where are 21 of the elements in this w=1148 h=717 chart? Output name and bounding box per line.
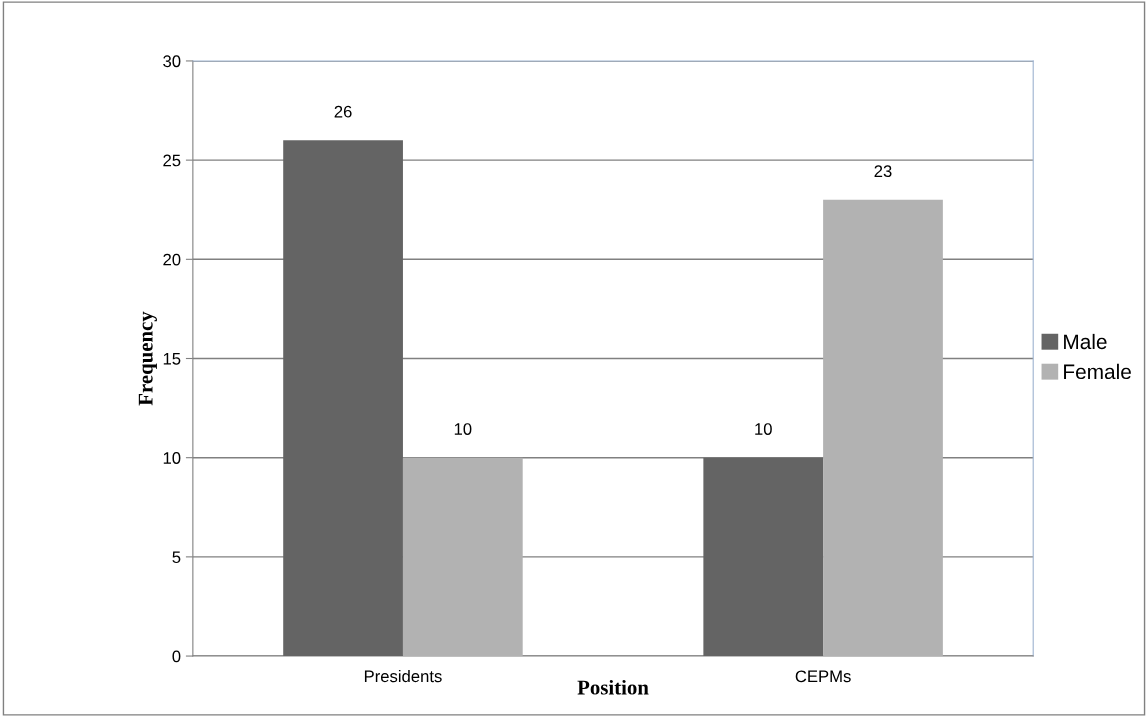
- data-label: 23: [874, 165, 892, 178]
- y-tick-label: 10: [163, 452, 181, 464]
- y-tick-label: 15: [163, 353, 181, 365]
- data-label: 26: [334, 105, 352, 118]
- x-axis-title: Position: [577, 679, 649, 695]
- y-tick-label: 5: [172, 551, 181, 564]
- bar: [402, 457, 523, 657]
- bar: [823, 199, 943, 657]
- bar: [283, 140, 403, 657]
- y-tick-label: 30: [163, 55, 181, 68]
- y-tick-label: 25: [163, 154, 181, 167]
- x-tick-label: Presidents: [364, 669, 442, 683]
- bar: [703, 457, 824, 657]
- x-tick-label: CEPMs: [795, 670, 851, 683]
- y-axis-title: Frequency: [138, 311, 157, 406]
- data-label: 10: [755, 423, 772, 435]
- legend-label: Male: [1064, 333, 1107, 350]
- y-tick-label: 20: [163, 253, 181, 266]
- legend-label: Female: [1064, 363, 1131, 380]
- data-label: 10: [454, 423, 472, 435]
- y-tick-label: 0: [172, 650, 181, 663]
